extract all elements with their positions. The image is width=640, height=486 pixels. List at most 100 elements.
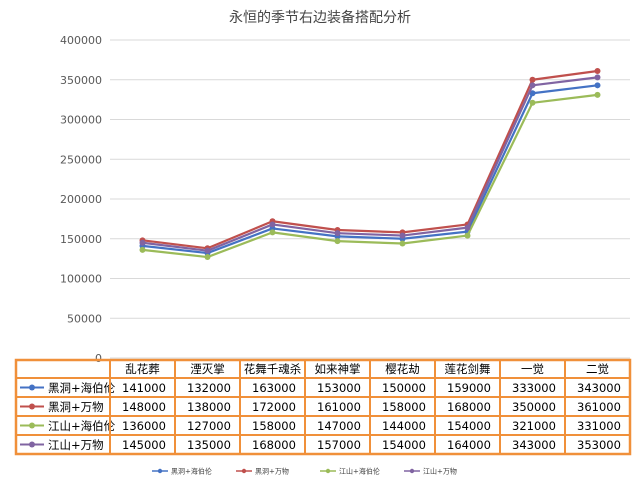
y-tick-label: 300000: [60, 114, 102, 127]
y-tick-label: 0: [95, 352, 102, 365]
data-label: 168000: [447, 400, 491, 414]
data-label: 145000: [122, 438, 166, 452]
y-tick-label: 150000: [60, 233, 102, 246]
data-point: [594, 82, 601, 89]
data-label: 154000: [447, 419, 491, 433]
data-label: 153000: [317, 381, 361, 395]
gridlines: [110, 39, 630, 359]
data-point: [269, 221, 276, 228]
data-label: 127000: [187, 419, 231, 433]
category-label: 莲花剑舞: [445, 362, 491, 376]
data-label: 158000: [382, 400, 426, 414]
series-line: [142, 84, 598, 255]
data-label: 158000: [252, 419, 296, 433]
y-tick-label: 200000: [60, 193, 102, 206]
data-point: [594, 74, 601, 81]
legend-item: 江山+海伯伦: [320, 467, 380, 476]
series-3: [139, 91, 601, 261]
legend-item: 黑洞+海伯伦: [152, 467, 212, 476]
y-tick-label: 250000: [60, 153, 102, 166]
data-label: 168000: [252, 438, 296, 452]
y-axis-tick-labels: 0 50000 100000 150000 200000 250000 300000 3500…: [60, 34, 102, 365]
category-label: 湮灭掌: [190, 362, 225, 376]
data-point: [139, 239, 146, 246]
data-point: [529, 90, 536, 97]
data-point: [399, 232, 406, 239]
data-point: [204, 247, 211, 254]
series-line: [142, 76, 598, 252]
data-label: 163000: [252, 381, 296, 395]
data-label: 164000: [447, 438, 491, 452]
y-tick-label: 50000: [67, 312, 102, 325]
data-label: 343000: [512, 438, 556, 452]
data-point: [594, 68, 601, 75]
data-label: 331000: [577, 419, 621, 433]
category-label: 乱花葬: [125, 362, 160, 376]
data-label: 159000: [447, 381, 491, 395]
legend-swatch-marker: [241, 468, 247, 474]
data-label: 350000: [512, 400, 556, 414]
data-label: 172000: [252, 400, 296, 414]
series-1: [139, 82, 601, 257]
category-label: 花舞千魂杀: [244, 362, 302, 376]
series-lines: [139, 68, 601, 261]
data-point: [529, 99, 536, 106]
data-label: 353000: [577, 438, 621, 452]
data-point: [139, 246, 146, 253]
legend-label: 江山+万物: [423, 467, 457, 476]
data-label: 157000: [317, 438, 361, 452]
legend-key-marker: [29, 422, 35, 429]
series-row-label: 黑洞+海伯伦: [48, 381, 116, 395]
series-row-label: 江山+海伯伦: [48, 419, 116, 433]
data-label: 343000: [577, 381, 621, 395]
category-label: 樱花劫: [385, 362, 420, 376]
y-tick-label: 400000: [60, 34, 102, 47]
data-label: 361000: [577, 400, 621, 414]
series-4: [139, 74, 601, 254]
data-point: [529, 82, 536, 89]
data-label: 154000: [382, 438, 426, 452]
data-label: 135000: [187, 438, 231, 452]
data-label: 333000: [512, 381, 556, 395]
data-label: 161000: [317, 400, 361, 414]
data-label: 138000: [187, 400, 231, 414]
legend: 黑洞+海伯伦 黑洞+万物 江山+海伯伦 江山+万物: [152, 467, 457, 476]
data-point: [464, 232, 471, 239]
legend-swatch-marker: [157, 468, 163, 474]
series-line: [142, 69, 598, 250]
data-point: [334, 238, 341, 245]
legend-label: 江山+海伯伦: [339, 467, 380, 476]
data-point: [204, 254, 211, 261]
legend-item: 黑洞+万物: [236, 467, 289, 476]
legend-key-marker: [29, 403, 35, 410]
legend-key-marker: [29, 384, 35, 391]
y-tick-label: 350000: [60, 74, 102, 87]
series-line: [142, 93, 598, 259]
data-label: 148000: [122, 400, 166, 414]
data-point: [594, 91, 601, 98]
category-label: 一觉: [521, 362, 544, 376]
legend-item: 江山+万物: [404, 467, 457, 476]
data-point: [529, 76, 536, 83]
data-label: 321000: [512, 419, 556, 433]
data-point: [334, 230, 341, 237]
data-point: [269, 229, 276, 236]
category-label: 二觉: [586, 362, 609, 376]
data-point: [464, 224, 471, 231]
series-row-label: 黑洞+万物: [48, 400, 104, 414]
data-label: 150000: [382, 381, 426, 395]
y-tick-label: 100000: [60, 273, 102, 286]
data-point: [399, 240, 406, 247]
legend-label: 黑洞+海伯伦: [171, 467, 212, 476]
data-label: 144000: [382, 419, 426, 433]
table-frame: [14, 358, 632, 456]
legend-key-marker: [29, 441, 35, 448]
legend-label: 黑洞+万物: [255, 467, 289, 476]
legend-swatch-marker: [325, 468, 331, 474]
data-label: 132000: [187, 381, 231, 395]
data-label: 136000: [122, 419, 166, 433]
data-label: 141000: [122, 381, 166, 395]
